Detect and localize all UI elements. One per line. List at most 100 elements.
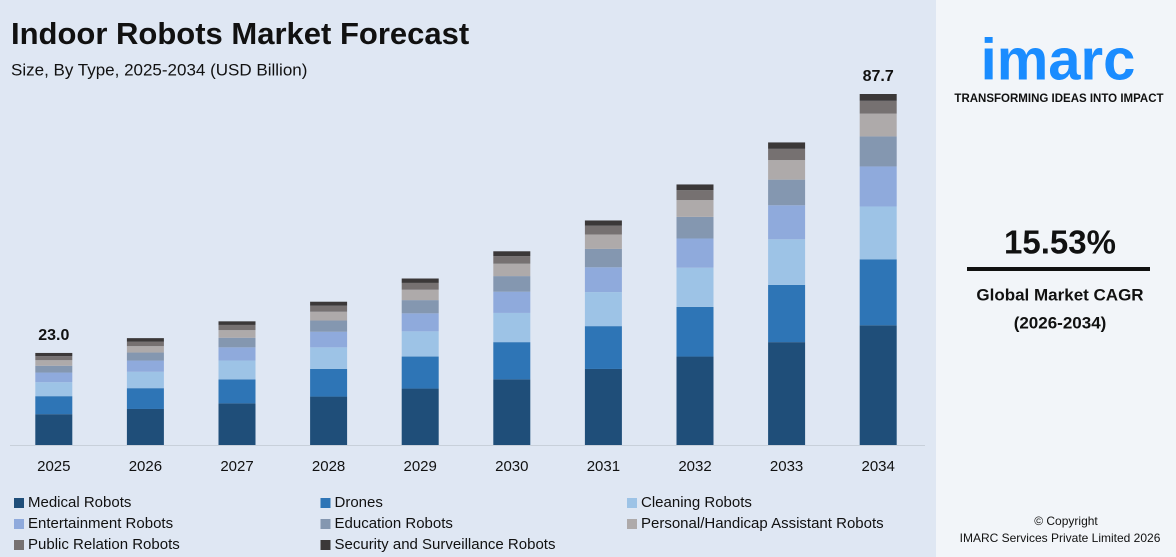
legend-swatch bbox=[627, 519, 637, 529]
bar-segment bbox=[493, 276, 531, 292]
bar-segment bbox=[584, 248, 622, 268]
bar-segment bbox=[859, 100, 897, 114]
copyright: © Copyright bbox=[1034, 514, 1098, 528]
bar-segment bbox=[35, 396, 73, 415]
bar-segment bbox=[401, 331, 439, 357]
total-label: 23.0 bbox=[38, 327, 69, 344]
bar-segment bbox=[768, 342, 806, 445]
bar-segment bbox=[676, 306, 714, 357]
bar-segment bbox=[401, 289, 439, 301]
bar-segment bbox=[218, 347, 256, 361]
bar-segment bbox=[310, 320, 348, 332]
bar-segment bbox=[859, 166, 897, 207]
cagr-value: 15.53% bbox=[1004, 224, 1116, 261]
bar-segment bbox=[126, 360, 164, 372]
bar-segment bbox=[768, 160, 806, 180]
bar-segment bbox=[35, 382, 73, 397]
bar-segment bbox=[126, 346, 164, 353]
logo: imarc bbox=[981, 27, 1136, 92]
cagr-rule bbox=[967, 267, 1150, 271]
legend-swatch bbox=[14, 498, 24, 508]
bar-segment bbox=[768, 205, 806, 240]
bar-segment bbox=[493, 342, 531, 380]
bar-segment bbox=[859, 325, 897, 445]
bar-segment bbox=[768, 142, 806, 149]
legend-swatch bbox=[627, 498, 637, 508]
bar-segment bbox=[310, 396, 348, 445]
bar-segment bbox=[859, 259, 897, 326]
bar-segment bbox=[676, 267, 714, 307]
bar-segment bbox=[584, 326, 622, 369]
legend-swatch bbox=[320, 540, 331, 550]
bar-segment bbox=[859, 206, 897, 260]
bar-segment bbox=[584, 292, 622, 327]
legend-label: Education Robots bbox=[335, 515, 453, 532]
legend-label: Personal/Handicap Assistant Robots bbox=[641, 515, 884, 532]
x-tick-label: 2026 bbox=[129, 458, 162, 475]
x-tick-label: 2033 bbox=[770, 458, 803, 475]
bar-segment bbox=[676, 238, 714, 268]
bar-segment bbox=[310, 368, 348, 397]
bar-segment bbox=[310, 331, 348, 348]
bar-segment bbox=[218, 379, 256, 404]
bar-segment bbox=[768, 179, 806, 206]
bar-segment bbox=[493, 251, 531, 257]
bar-segment bbox=[218, 360, 256, 380]
bar-segment bbox=[218, 324, 256, 331]
bar-segment bbox=[584, 234, 622, 249]
bar-segment bbox=[859, 113, 897, 137]
legend-label: Cleaning Robots bbox=[641, 494, 752, 511]
bar-segment bbox=[859, 94, 897, 101]
legend-label: Medical Robots bbox=[28, 494, 131, 511]
tagline: TRANSFORMING IDEAS INTO IMPACT bbox=[954, 93, 1163, 105]
x-tick-label: 2027 bbox=[220, 458, 253, 475]
bar-segment bbox=[126, 352, 164, 361]
bar-segment bbox=[35, 352, 73, 357]
bar-segment bbox=[676, 190, 714, 201]
legend-swatch bbox=[320, 519, 331, 529]
bar-segment bbox=[768, 284, 806, 343]
x-tick-label: 2034 bbox=[862, 458, 895, 475]
bar-segment bbox=[218, 337, 256, 348]
bar-segment bbox=[401, 300, 439, 314]
bar-segment bbox=[493, 312, 531, 343]
cagr-label: Global Market CAGR bbox=[976, 285, 1143, 304]
bar-segment bbox=[126, 408, 164, 445]
bar-segment bbox=[676, 200, 714, 217]
bar-segment bbox=[584, 220, 622, 226]
bar-segment bbox=[126, 371, 164, 389]
bar-segment bbox=[35, 414, 73, 445]
legend-label: Public Relation Robots bbox=[28, 536, 180, 553]
bar-segment bbox=[584, 225, 622, 235]
bar-segment bbox=[310, 311, 348, 321]
legend-label: Security and Surveillance Robots bbox=[335, 536, 556, 553]
chart-subtitle: Size, By Type, 2025-2034 (USD Billion) bbox=[11, 60, 307, 79]
bar-segment bbox=[35, 372, 73, 383]
bar-segment bbox=[310, 347, 348, 369]
legend-swatch bbox=[320, 498, 331, 508]
x-tick-label: 2028 bbox=[312, 458, 345, 475]
x-tick-label: 2030 bbox=[495, 458, 528, 475]
bar-segment bbox=[126, 338, 164, 342]
cagr-period: (2026-2034) bbox=[1014, 313, 1107, 332]
bar-segment bbox=[218, 330, 256, 338]
bar-segment bbox=[310, 301, 348, 306]
bar-segment bbox=[401, 282, 439, 290]
bar-segment bbox=[35, 356, 73, 361]
bar-segment bbox=[768, 148, 806, 161]
bar-segment bbox=[218, 321, 256, 325]
bar-segment bbox=[676, 356, 714, 445]
bar-segment bbox=[493, 256, 531, 264]
company: IMARC Services Private Limited 2026 bbox=[960, 531, 1161, 545]
bar-segment bbox=[493, 263, 531, 277]
chart-title: Indoor Robots Market Forecast bbox=[11, 16, 469, 51]
legend-swatch bbox=[14, 519, 24, 529]
legend-label: Drones bbox=[335, 494, 383, 511]
total-label: 87.7 bbox=[863, 68, 894, 85]
bar-segment bbox=[676, 216, 714, 239]
sidebar-bg bbox=[936, 0, 1176, 557]
bar-segment bbox=[218, 403, 256, 445]
bar-segment bbox=[401, 388, 439, 445]
bar-segment bbox=[126, 388, 164, 409]
bar-segment bbox=[493, 379, 531, 445]
